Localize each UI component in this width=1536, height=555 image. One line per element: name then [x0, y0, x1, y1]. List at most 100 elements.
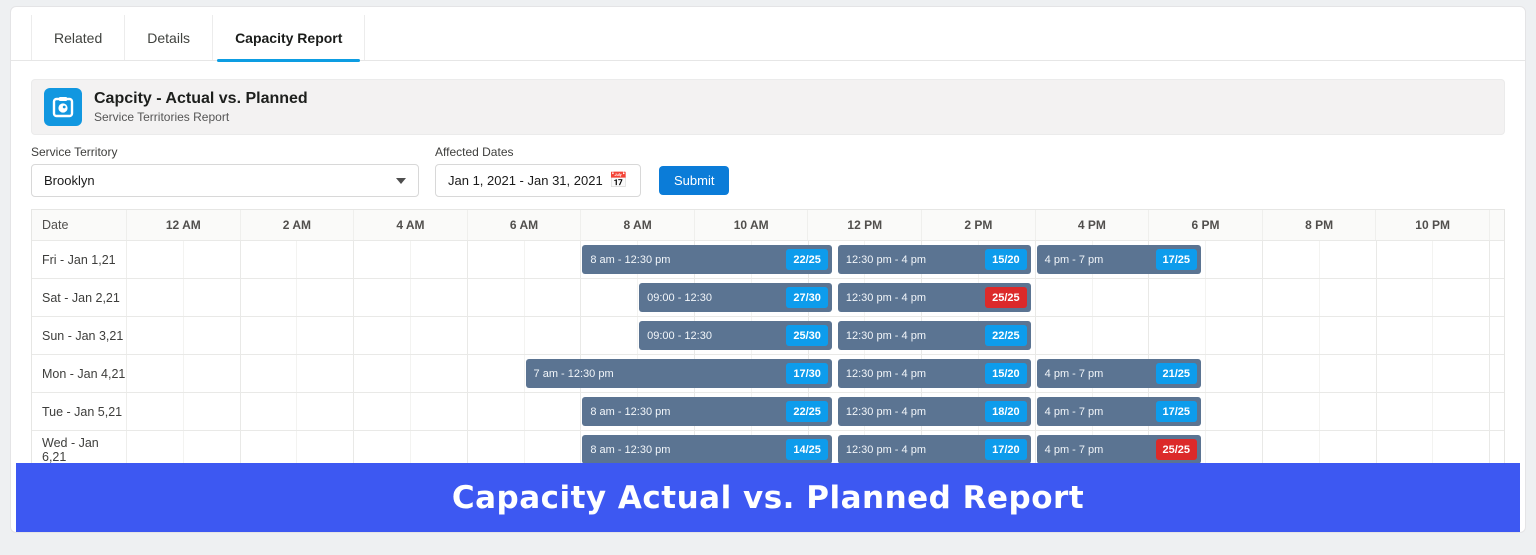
grid-cell	[241, 241, 298, 278]
report-title: Capcity - Actual vs. Planned	[94, 90, 308, 107]
capacity-badge: 17/25	[1155, 249, 1198, 270]
capacity-bar[interactable]: 4 pm - 7 pm 25/25	[1036, 435, 1202, 464]
bar-time-label: 12:30 pm - 4 pm	[845, 253, 926, 266]
capacity-bar[interactable]: 12:30 pm - 4 pm 15/20	[837, 359, 1031, 388]
grid-cell	[297, 393, 355, 430]
capacity-bar[interactable]: 09:00 - 12:30 27/30	[639, 283, 832, 312]
grid-cell	[1149, 317, 1207, 354]
tab-capacity-report[interactable]: Capacity Report	[212, 15, 366, 62]
grid-cell	[411, 393, 468, 430]
time-column-header: 12 AM	[127, 210, 241, 240]
grid-cell	[1206, 393, 1263, 430]
calendar-icon[interactable]: 📅	[609, 172, 628, 189]
filter-row: Service Territory Brooklyn Affected Date…	[31, 145, 1505, 197]
time-column-header: 8 PM	[1263, 210, 1377, 240]
time-column-header: 10 AM	[695, 210, 809, 240]
affected-dates-label: Affected Dates	[435, 145, 514, 159]
capacity-bar[interactable]: 8 am - 12:30 pm 22/25	[582, 245, 832, 274]
capacity-bar[interactable]: 4 pm - 7 pm 17/25	[1036, 245, 1202, 274]
grid-cell	[354, 355, 411, 392]
grid-cell	[354, 393, 411, 430]
grid-cell	[127, 355, 184, 392]
grid-cell	[581, 317, 639, 354]
capacity-bar[interactable]: 12:30 pm - 4 pm 22/25	[837, 321, 1031, 350]
capacity-bar[interactable]: 8 am - 12:30 pm 22/25	[582, 397, 832, 426]
bar-time-label: 09:00 - 12:30	[647, 329, 712, 342]
submit-button[interactable]: Submit	[659, 166, 730, 195]
grid-cell	[1206, 355, 1263, 392]
service-territory-select[interactable]: Brooklyn	[31, 164, 419, 197]
time-column-header: 12 PM	[808, 210, 923, 240]
bar-time-label: 12:30 pm - 4 pm	[845, 367, 926, 380]
grid-cell	[979, 393, 1036, 430]
capacity-bar[interactable]: 8 am - 12:30 pm 14/25	[582, 435, 832, 464]
grid-cell	[411, 241, 468, 278]
grid-cell	[241, 355, 298, 392]
spacer-column	[1490, 241, 1504, 278]
capacity-bar[interactable]: 4 pm - 7 pm 17/25	[1036, 397, 1202, 426]
grid-cell	[979, 431, 1036, 468]
grid-cell	[1433, 355, 1491, 392]
grid-cell	[468, 431, 525, 468]
grid-cell	[1263, 279, 1320, 316]
grid-cell	[1093, 317, 1150, 354]
capacity-badge: 14/25	[786, 439, 828, 460]
capacity-bar[interactable]: 4 pm - 7 pm 21/25	[1036, 359, 1202, 388]
capacity-report-icon	[44, 88, 82, 126]
grid-cell	[127, 241, 184, 278]
capacity-badge: 25/25	[985, 287, 1027, 308]
grid-cell	[525, 317, 582, 354]
capacity-badge: 22/25	[786, 401, 828, 422]
capacity-bar[interactable]: 12:30 pm - 4 pm 18/20	[837, 397, 1031, 426]
grid-cell	[1433, 241, 1491, 278]
capacity-badge: 17/25	[1155, 401, 1198, 422]
grid-cell	[241, 279, 298, 316]
grid-cell	[1263, 393, 1320, 430]
capacity-bar[interactable]: 09:00 - 12:30 25/30	[639, 321, 832, 350]
bar-time-label: 8 am - 12:30 pm	[590, 443, 671, 456]
capacity-bar[interactable]: 7 am - 12:30 pm 17/30	[525, 359, 832, 388]
grid-cell	[525, 393, 582, 430]
time-column-header: 10 PM	[1376, 210, 1490, 240]
tab-related[interactable]: Related	[31, 15, 126, 60]
row-date-label: Tue - Jan 5,21	[32, 393, 127, 430]
tab-details[interactable]: Details	[124, 15, 214, 60]
grid-cell	[184, 355, 241, 392]
grid-cell	[1036, 317, 1093, 354]
service-territory-label: Service Territory	[31, 145, 118, 159]
capacity-badge: 27/30	[786, 287, 828, 308]
affected-dates-input[interactable]: Jan 1, 2021 - Jan 31, 2021 📅	[435, 164, 641, 197]
bar-time-label: 12:30 pm - 4 pm	[845, 329, 926, 342]
grid-cell	[1149, 279, 1207, 316]
grid-cell	[354, 279, 411, 316]
grid-cell	[1263, 355, 1320, 392]
grid-cell	[184, 431, 241, 468]
time-column-header: 4 PM	[1036, 210, 1150, 240]
grid-cell	[297, 355, 355, 392]
grid-cell	[468, 393, 525, 430]
capacity-bar[interactable]: 12:30 pm - 4 pm 25/25	[837, 283, 1031, 312]
grid-cell	[1377, 355, 1434, 392]
bar-time-label: 12:30 pm - 4 pm	[845, 443, 926, 456]
grid-cell	[468, 279, 525, 316]
time-column-header: 2 AM	[241, 210, 355, 240]
row-date-label: Sun - Jan 3,21	[32, 317, 127, 354]
capacity-bar[interactable]: 12:30 pm - 4 pm 15/20	[837, 245, 1031, 274]
grid-cell	[1263, 241, 1320, 278]
capacity-bar[interactable]: 12:30 pm - 4 pm 17/20	[837, 435, 1031, 464]
report-header: Capcity - Actual vs. Planned Service Ter…	[31, 79, 1505, 135]
capacity-badge: 25/30	[786, 325, 828, 346]
schedule-row: Tue - Jan 5,21 8 am - 12:30 pm 22/25 12:30 …	[32, 393, 1504, 431]
grid-cell	[525, 431, 582, 468]
bar-time-label: 12:30 pm - 4 pm	[845, 405, 926, 418]
tab-bar: Related Details Capacity Report	[11, 15, 1525, 62]
grid-cell	[1320, 279, 1377, 316]
grid-cell	[979, 279, 1036, 316]
bar-time-label: 12:30 pm - 4 pm	[845, 291, 926, 304]
schedule-row: Wed - Jan 6,21 8 am - 12:30 pm 14/25 12:30 …	[32, 431, 1504, 469]
bar-time-label: 4 pm - 7 pm	[1044, 367, 1104, 380]
bar-time-label: 09:00 - 12:30	[647, 291, 712, 304]
grid-cell	[354, 241, 411, 278]
bar-time-label: 8 am - 12:30 pm	[590, 253, 671, 266]
schedule-row: Sat - Jan 2,21 09:00 - 12:30 27/30 12:30 pm…	[32, 279, 1504, 317]
